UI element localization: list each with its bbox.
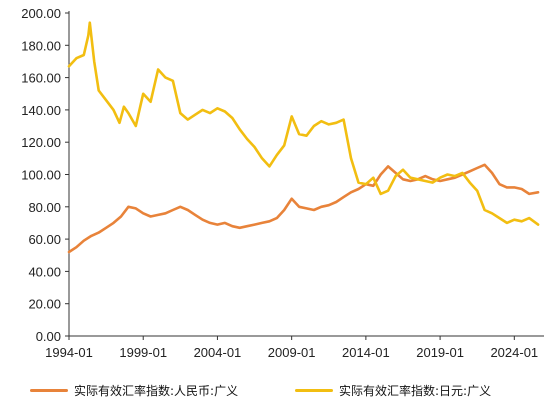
y-tick-label: 0.00	[36, 329, 61, 344]
y-tick-label: 100.00	[21, 168, 61, 183]
legend-label-jpy: 实际有效汇率指数:日元:广义	[339, 384, 492, 398]
y-tick-label: 180.00	[21, 38, 61, 53]
x-tick-label: 2024-01	[490, 345, 538, 360]
x-tick-label: 2019-01	[416, 345, 464, 360]
x-tick-label: 2004-01	[194, 345, 242, 360]
y-tick-label: 80.00	[28, 200, 61, 215]
y-tick-label: 160.00	[21, 71, 61, 86]
y-tick-label: 60.00	[28, 232, 61, 247]
series-lines	[67, 21, 540, 254]
x-tick-label: 2009-01	[268, 345, 316, 360]
axes	[68, 11, 544, 337]
legend: 实际有效汇率指数:人民币:广义 实际有效汇率指数:日元:广义	[0, 380, 550, 404]
series-line-rmb	[67, 163, 540, 254]
x-tick-label: 2014-01	[342, 345, 390, 360]
legend-swatch-rmb	[30, 389, 68, 392]
x-axis-ticks: 1994-01 1999-01 2004-01 2009-01 2014-01 2019-…	[45, 336, 538, 360]
y-axis-ticks: 0.00 20.00 40.00 60.00 80.00 100.00 120.00 140.…	[21, 6, 69, 344]
y-tick-label: 200.00	[21, 6, 61, 21]
x-tick-label: 1999-01	[119, 345, 167, 360]
legend-item-jpy: 实际有效汇率指数:日元:广义	[295, 382, 491, 399]
x-tick-label: 1994-01	[45, 345, 93, 360]
y-tick-label: 140.00	[21, 103, 61, 118]
legend-swatch-jpy	[295, 389, 333, 392]
legend-item-rmb: 实际有效汇率指数:人民币:广义	[30, 382, 238, 399]
series-line-jpy	[67, 21, 540, 226]
y-tick-label: 40.00	[28, 264, 61, 279]
y-tick-label: 120.00	[21, 135, 61, 150]
legend-label-rmb: 实际有效汇率指数:人民币:广义	[74, 384, 239, 398]
y-tick-label: 20.00	[28, 297, 61, 312]
